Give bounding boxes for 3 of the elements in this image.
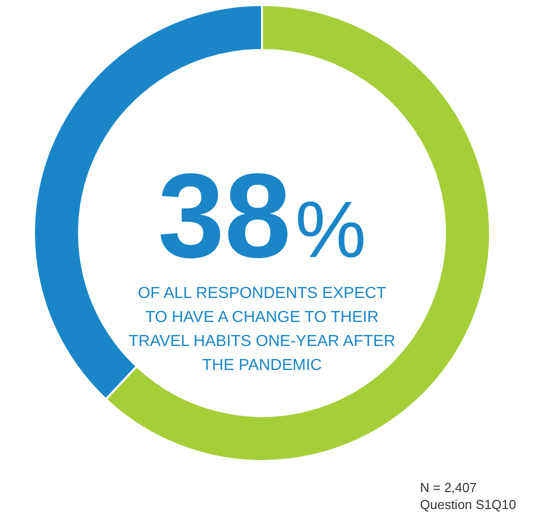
text: N = 2,407 Question S1Q10 <box>420 480 516 512</box>
data-label: 38% <box>158 149 366 283</box>
text: OF ALL RESPONDENTS EXPECT TO HAVE A CHANGE TO THEIR TRAVEL HABITS ONE-YEAR AFTER THE PANDEMIC <box>128 285 396 374</box>
